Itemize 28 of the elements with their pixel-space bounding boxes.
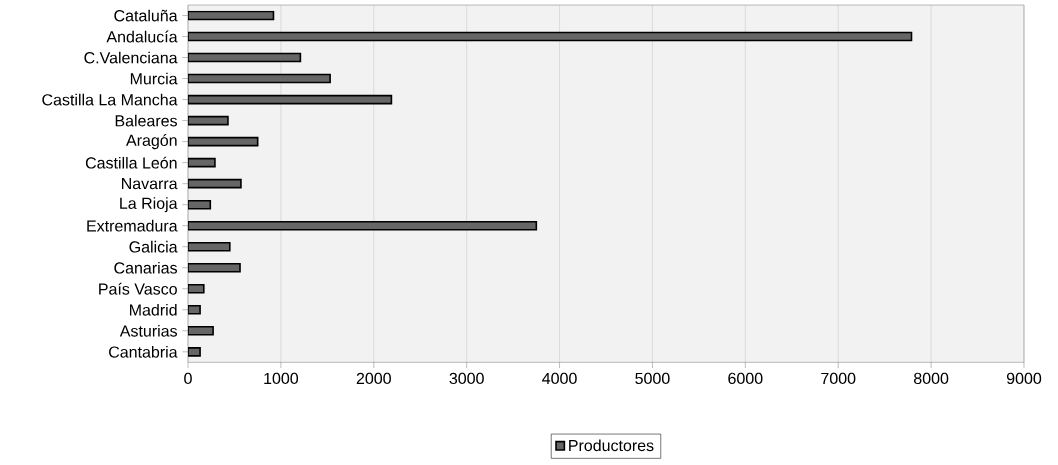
y-tick-label: Madrid <box>130 303 177 316</box>
y-tick-label: Murcia <box>130 72 178 85</box>
y-tick-label: Extremadura <box>87 219 178 232</box>
x-tick-label: 9000 <box>1006 372 1042 385</box>
x-tick-label: 0 <box>184 372 192 385</box>
x-tick-label: 7000 <box>821 372 856 385</box>
x-tick-label: 8000 <box>914 372 949 385</box>
y-tick-label: Castilla La Mancha <box>42 93 178 106</box>
y-tick-label: Asturias <box>119 324 178 337</box>
x-tick-label: 3000 <box>449 372 484 385</box>
y-tick-label: Navarra <box>122 178 178 190</box>
y-tick-label: Cantabria <box>109 345 178 358</box>
y-tick-label: Cataluña <box>114 9 178 22</box>
legend-label: Productores <box>569 439 654 452</box>
y-tick-label: C.Valenciana <box>84 51 178 64</box>
x-tick-label: 5000 <box>635 372 670 385</box>
y-tick-label: Aragón <box>126 134 177 150</box>
x-tick-label: 4000 <box>542 372 577 385</box>
y-tick-label: Galicia <box>129 240 178 253</box>
y-tick-label: Canarias <box>114 261 178 274</box>
y-tick-label: País Vasco <box>99 282 177 295</box>
y-tick-label: Andalucía <box>106 30 178 43</box>
x-tick-label: 2000 <box>356 372 391 385</box>
x-tick-label: 6000 <box>728 372 763 385</box>
x-tick-label: 1000 <box>264 372 299 385</box>
y-tick-label: Castilla León <box>85 156 177 169</box>
y-tick-label: Baleares <box>115 114 178 127</box>
y-tick-label: La Rioja <box>120 197 178 213</box>
